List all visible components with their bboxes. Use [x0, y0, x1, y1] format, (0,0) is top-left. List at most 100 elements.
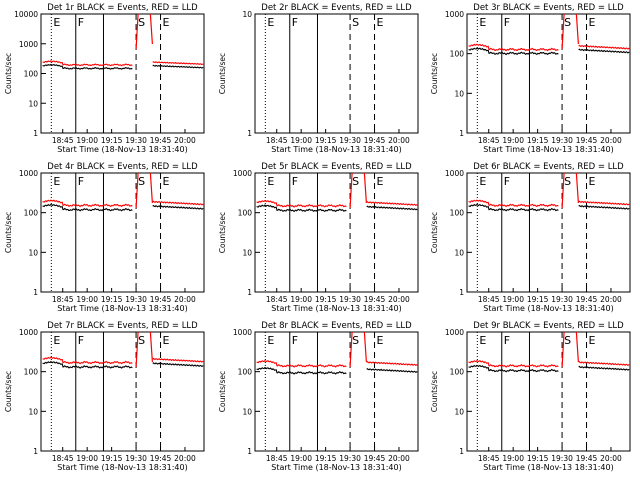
y-tick-label: 100 — [238, 368, 253, 377]
panel-4: Det 4r BLACK = Events, RED = LLD 1 10 100 10… — [4, 162, 205, 313]
x-axis-label: Start Time (18-Nov-13 18:31:40) — [483, 463, 613, 472]
events-series-line — [468, 203, 630, 212]
plot-frame — [466, 331, 631, 452]
events-series-line — [256, 204, 418, 213]
marker-label: F — [292, 334, 298, 347]
y-tick-label: 1 — [459, 129, 464, 138]
x-tick-label: 20:00 — [600, 136, 622, 145]
y-tick-label: 1 — [247, 447, 252, 456]
panel-5: Det 5r BLACK = Events, RED = LLD 1 10 100 10… — [218, 162, 419, 313]
y-axis-label: Counts/sec — [430, 371, 439, 412]
x-tick-label: 19:00 — [76, 454, 98, 463]
y-tick-label: 1 — [459, 288, 464, 297]
x-tick-label: 19:45 — [150, 295, 172, 304]
marker-label: E — [163, 334, 170, 347]
x-tick-label: 19:00 — [502, 454, 524, 463]
x-tick-label: 20:00 — [388, 295, 410, 304]
lld-series-line — [256, 199, 418, 208]
panel-title: Det 1r BLACK = Events, RED = LLD — [47, 3, 198, 13]
x-tick-label: 20:00 — [174, 295, 196, 304]
y-tick-label: 10 — [28, 248, 38, 257]
plot-frame — [40, 13, 205, 134]
x-tick-label: 20:00 — [174, 454, 196, 463]
y-tick-label: 1000 — [445, 10, 464, 19]
marker-label: E — [163, 16, 170, 29]
panel-9: Det 9r BLACK = Events, RED = LLD 1 10 100 10… — [430, 321, 631, 472]
x-axis-label: Start Time (18-Nov-13 18:31:40) — [483, 304, 613, 313]
events-series-line — [42, 361, 204, 369]
x-tick-label: 19:30 — [551, 454, 573, 463]
marker-label: S — [138, 175, 145, 188]
marker-label: E — [589, 16, 596, 29]
y-tick-label: 1 — [247, 288, 252, 297]
marker-label: F — [292, 16, 298, 29]
y-tick-label: 10000 — [14, 10, 38, 19]
y-axis-label: Counts/sec — [4, 371, 13, 412]
x-tick-label: 18:45 — [478, 295, 500, 304]
y-tick-label: 1000 — [19, 40, 38, 49]
x-axis-label: Start Time (18-Nov-13 18:31:40) — [57, 145, 187, 154]
marker-label: F — [78, 16, 84, 29]
x-tick-label: 18:45 — [52, 295, 74, 304]
marker-label: S — [564, 16, 571, 29]
panel-title: Det 3r BLACK = Events, RED = LLD — [473, 3, 624, 13]
marker-label: E — [377, 175, 384, 188]
x-tick-label: 19:45 — [150, 454, 172, 463]
y-tick-label: 1000 — [445, 328, 464, 337]
x-tick-label: 19:30 — [551, 295, 573, 304]
x-tick-label: 19:15 — [101, 136, 123, 145]
y-axis-label: Counts/sec — [4, 212, 13, 253]
lld-series-line — [468, 199, 630, 208]
y-tick-label: 1000 — [445, 169, 464, 178]
marker-label: S — [564, 334, 571, 347]
y-tick-label: 1 — [459, 447, 464, 456]
y-axis-label: Counts/sec — [218, 53, 227, 94]
x-tick-label: 18:45 — [52, 454, 74, 463]
y-tick-label: 1000 — [233, 169, 252, 178]
lld-series-line — [42, 356, 204, 365]
x-tick-label: 19:00 — [290, 295, 312, 304]
x-tick-label: 20:00 — [174, 136, 196, 145]
y-tick-label: 10 — [28, 407, 38, 416]
x-tick-label: 19:00 — [290, 136, 312, 145]
y-tick-label: 1 — [33, 129, 38, 138]
plot-frame — [254, 13, 419, 134]
panel-2: Det 2r BLACK = Events, RED = LLD 1 10 Count… — [218, 3, 419, 154]
panel-title: Det 8r BLACK = Events, RED = LLD — [261, 321, 412, 331]
marker-label: E — [163, 175, 170, 188]
plot-frame — [466, 172, 631, 293]
marker-label: E — [267, 334, 274, 347]
x-tick-label: 19:30 — [339, 136, 361, 145]
marker-label: E — [479, 175, 486, 188]
x-tick-label: 19:45 — [150, 136, 172, 145]
y-tick-label: 10 — [242, 10, 252, 19]
x-axis-label: Start Time (18-Nov-13 18:31:40) — [271, 304, 401, 313]
marker-label: F — [504, 334, 510, 347]
lld-series-line — [468, 43, 630, 52]
y-tick-label: 10 — [242, 248, 252, 257]
lld-spike — [349, 172, 367, 209]
x-tick-label: 18:45 — [478, 454, 500, 463]
y-tick-label: 1 — [33, 288, 38, 297]
y-tick-label: 10 — [454, 248, 464, 257]
lld-series-line — [42, 199, 204, 208]
marker-label: E — [267, 175, 274, 188]
marker-label: F — [504, 16, 510, 29]
x-tick-label: 19:15 — [101, 454, 123, 463]
y-tick-label: 10 — [454, 407, 464, 416]
marker-label: S — [352, 16, 359, 29]
panel-6: Det 6r BLACK = Events, RED = LLD 1 10 100 10… — [430, 162, 631, 313]
panel-title: Det 5r BLACK = Events, RED = LLD — [261, 162, 412, 172]
x-tick-label: 20:00 — [600, 454, 622, 463]
x-tick-label: 19:45 — [364, 454, 386, 463]
marker-label: F — [78, 175, 84, 188]
x-tick-label: 19:15 — [527, 136, 549, 145]
x-axis-label: Start Time (18-Nov-13 18:31:40) — [57, 304, 187, 313]
x-tick-label: 19:45 — [364, 136, 386, 145]
events-series-line — [468, 364, 630, 373]
x-tick-label: 19:30 — [339, 454, 361, 463]
lld-spike — [561, 172, 579, 209]
plot-frame — [40, 331, 205, 452]
x-tick-label: 18:45 — [266, 454, 288, 463]
x-tick-label: 19:45 — [576, 295, 598, 304]
